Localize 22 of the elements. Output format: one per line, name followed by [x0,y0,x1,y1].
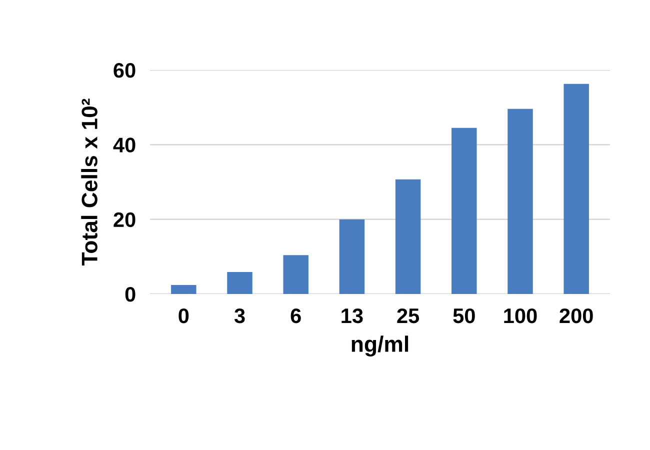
bar [508,108,533,294]
bar [227,272,252,294]
bar [395,179,421,294]
x-tick-label: 0 [178,308,189,324]
y-tick-label: 40 [113,138,136,152]
y-axis-title: Total Cells x 10² [81,98,98,266]
bar [283,255,308,294]
x-tick-label: 200 [560,308,593,324]
x-tick-label: 13 [342,308,363,324]
bar [171,285,196,294]
x-tick-label: 50 [453,308,475,324]
bar [564,84,589,294]
bar [452,128,477,294]
y-tick-label: 60 [114,63,136,78]
x-tick-label: 6 [290,308,301,324]
bar [339,219,365,294]
x-tick-label: 3 [234,308,245,324]
y-tick-label: 0 [125,287,136,302]
x-tick-label: 100 [504,308,537,324]
x-axis-title: ng/ml [352,336,408,356]
y-tick-label: 20 [114,212,136,228]
x-tick-label: 25 [397,308,420,324]
